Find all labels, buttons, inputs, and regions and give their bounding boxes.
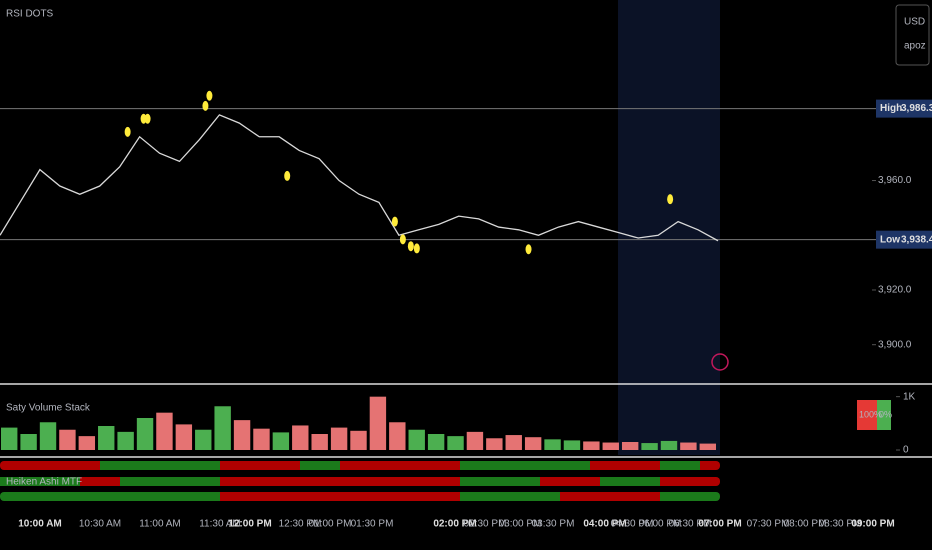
y-tick-label: 0: [903, 445, 909, 456]
x-tick-label: 08:00 PM: [784, 519, 827, 530]
rsi-dot: [413, 243, 420, 254]
volume-bar: [311, 434, 328, 450]
level-value: 3,938.4: [901, 234, 932, 245]
x-tick-label: 07:30 PM: [747, 519, 790, 530]
rsi-dot: [284, 170, 291, 181]
x-tick-label: 01:00 PM: [309, 519, 352, 530]
stack-box: [877, 400, 891, 430]
volume-bar: [660, 440, 678, 450]
pane-title: Saty Volume Stack: [6, 403, 91, 414]
x-tick-label: 10:00 AM: [18, 519, 62, 530]
volume-bar: [369, 396, 387, 450]
volume-bar: [195, 429, 212, 450]
rsi-dot: [206, 90, 213, 101]
x-tick-label: 10:30 AM: [79, 519, 121, 530]
level-name: High: [880, 103, 902, 114]
y-tick-label: 3,900.0: [878, 339, 912, 350]
volume-bar: [583, 441, 600, 450]
x-tick-label: 12:30 PM: [279, 519, 322, 530]
x-tick-label: 12:00 PM: [228, 519, 271, 530]
user: apoz: [904, 41, 926, 52]
volume-bar: [350, 430, 367, 450]
volume-bar: [389, 422, 406, 450]
volume-bar: [641, 443, 658, 450]
x-tick-label: 01:30 PM: [351, 519, 394, 530]
volume-bar: [20, 434, 37, 450]
stack-label: 100%: [859, 409, 882, 419]
x-tick-label: 11:30 AM: [199, 519, 241, 530]
x-tick-label: 06:30 PM: [669, 519, 712, 530]
rsi-dot: [124, 126, 131, 137]
volume-bar: [272, 432, 290, 450]
rsi-dot: [144, 113, 151, 124]
rsi-dot: [202, 100, 209, 111]
rsi-dot: [525, 244, 532, 255]
x-tick-label: 04:30 PM: [611, 519, 654, 530]
price-line: [0, 114, 719, 242]
pane-title: Heiken Ashi MTF: [6, 477, 82, 488]
volume-bar: [98, 426, 115, 450]
volume-bar: [680, 442, 697, 450]
volume-bar: [427, 434, 445, 450]
volume-bar: [621, 442, 639, 450]
volume-bar: [233, 420, 251, 450]
volume-bar: [1, 427, 18, 450]
stack-box: [857, 400, 877, 430]
alert-icon[interactable]: [711, 353, 729, 371]
x-tick-label: 04:00 PM: [583, 519, 626, 530]
volume-bar: [563, 440, 581, 450]
stack-label: 0%: [879, 409, 892, 419]
volume-bar: [330, 427, 348, 450]
y-tick-label: 3,920.0: [878, 285, 912, 296]
level-name: Low: [880, 234, 900, 245]
volume-bar: [505, 435, 522, 450]
volume-bar: [253, 428, 270, 450]
level-value: 3,986.3: [901, 103, 932, 114]
x-tick-label: 03:00 PM: [499, 519, 542, 530]
volume-bar: [78, 436, 96, 450]
volume-bar: [486, 438, 503, 450]
x-tick-label: 06:00 PM: [639, 519, 682, 530]
volume-bar: [156, 412, 173, 450]
x-tick-label: 08:30 PM: [819, 519, 862, 530]
currency-box[interactable]: [895, 4, 930, 66]
volume-bar: [136, 418, 154, 450]
level-badge: [876, 99, 932, 118]
volume-bar: [699, 443, 716, 450]
level-badge: [876, 230, 932, 249]
rsi-dot: [667, 194, 674, 205]
heiken-rows: [0, 461, 720, 501]
x-tick-label: 11:00 AM: [139, 519, 181, 530]
y-tick-label: 3,960.0: [878, 175, 912, 186]
volume-bar: [602, 442, 619, 450]
indicator-title: RSI DOTS: [6, 9, 54, 20]
volume-bar: [447, 436, 464, 450]
volume-bar: [408, 429, 425, 450]
volume-bar: [292, 425, 309, 450]
x-tick-label: 09:00 PM: [851, 519, 894, 530]
volume-bar: [59, 429, 76, 450]
rsi-dot: [391, 216, 398, 227]
volume-bar: [117, 431, 134, 450]
x-tick-label: 07:00 PM: [698, 519, 741, 530]
y-tick-label: 1K: [903, 391, 916, 402]
rsi-dot: [399, 234, 406, 245]
currency: USD: [904, 17, 925, 28]
volume-bar: [524, 437, 542, 450]
volume-bar: [175, 424, 193, 450]
volume-bar: [466, 431, 484, 450]
volume-bar: [544, 439, 561, 450]
x-tick-label: 02:00 PM: [433, 519, 476, 530]
rsi-dot: [407, 241, 414, 252]
volume-bar: [39, 422, 57, 450]
volume-bar: [214, 406, 231, 450]
x-tick-label: 03:30 PM: [532, 519, 575, 530]
x-tick-label: 02:30 PM: [464, 519, 507, 530]
